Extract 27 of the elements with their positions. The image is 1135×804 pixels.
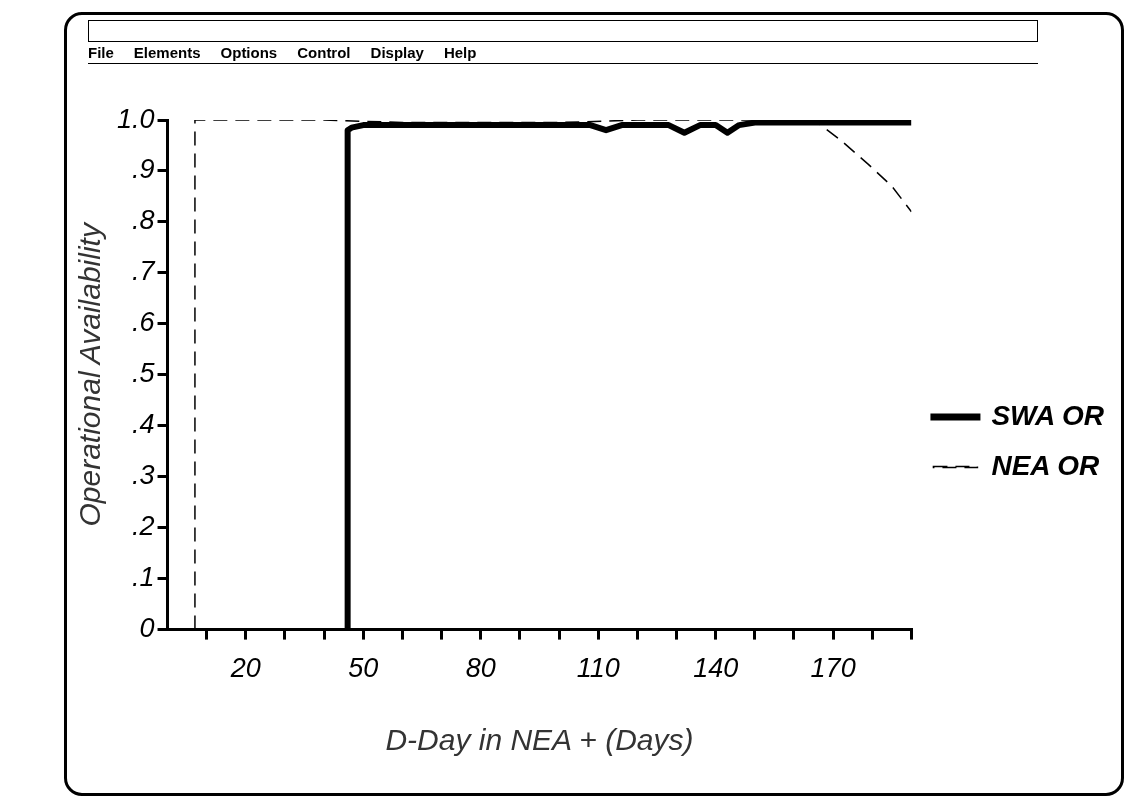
y-tick-label: .3 xyxy=(132,460,155,491)
text: File xyxy=(88,44,114,61)
y-tick-label: 1.0 xyxy=(116,103,155,134)
y-tick-label: .7 xyxy=(132,256,156,287)
x-tick-label: 50 xyxy=(348,653,379,684)
legend-label: NEA OR xyxy=(991,449,1101,481)
y-tick-label: .1 xyxy=(132,562,155,593)
y-tick-label: .2 xyxy=(132,511,155,542)
x-tick-label: 110 xyxy=(576,653,620,684)
y-tick-label: .9 xyxy=(132,154,155,185)
text: Help xyxy=(443,44,477,61)
x-tick-label: 170 xyxy=(810,653,856,684)
x-tick-label: 20 xyxy=(229,653,261,684)
text: Elements xyxy=(133,44,201,61)
text: Control xyxy=(297,44,351,61)
y-tick-label: .8 xyxy=(132,205,155,236)
text: Display xyxy=(370,44,424,61)
y-tick-label: .6 xyxy=(132,307,156,338)
y-tick-label: 0 xyxy=(139,613,155,644)
legend-label: SWA OR xyxy=(991,399,1105,431)
x-tick-label: 80 xyxy=(465,653,496,684)
y-tick-label: .4 xyxy=(132,409,155,440)
x-axis-title: D-Day in NEA + (Days) xyxy=(385,723,694,757)
text: Options xyxy=(220,44,278,61)
y-axis-title: Operational Availability xyxy=(73,221,107,527)
y-tick-label: .5 xyxy=(132,358,156,389)
x-tick-label: 140 xyxy=(693,653,739,684)
